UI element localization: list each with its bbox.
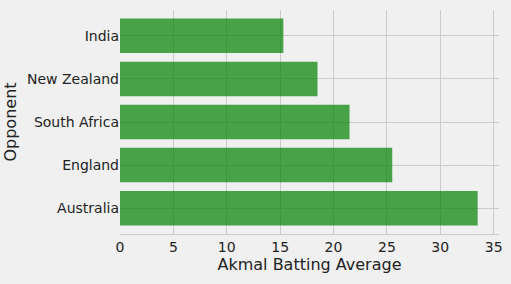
svg-text:India: India [85, 28, 119, 44]
svg-text:Opponent: Opponent [1, 82, 20, 161]
svg-text:25: 25 [378, 239, 396, 255]
svg-text:New Zealand: New Zealand [27, 71, 119, 87]
svg-text:20: 20 [325, 239, 343, 255]
svg-text:England: England [62, 157, 119, 173]
svg-text:5: 5 [169, 239, 178, 255]
svg-text:10: 10 [218, 239, 236, 255]
svg-text:15: 15 [271, 239, 289, 255]
svg-text:30: 30 [431, 239, 449, 255]
svg-text:Akmal Batting Average: Akmal Batting Average [218, 255, 402, 274]
svg-text:0: 0 [116, 239, 125, 255]
svg-text:South Africa: South Africa [34, 114, 119, 130]
svg-text:Australia: Australia [57, 200, 119, 216]
svg-text:35: 35 [485, 239, 503, 255]
